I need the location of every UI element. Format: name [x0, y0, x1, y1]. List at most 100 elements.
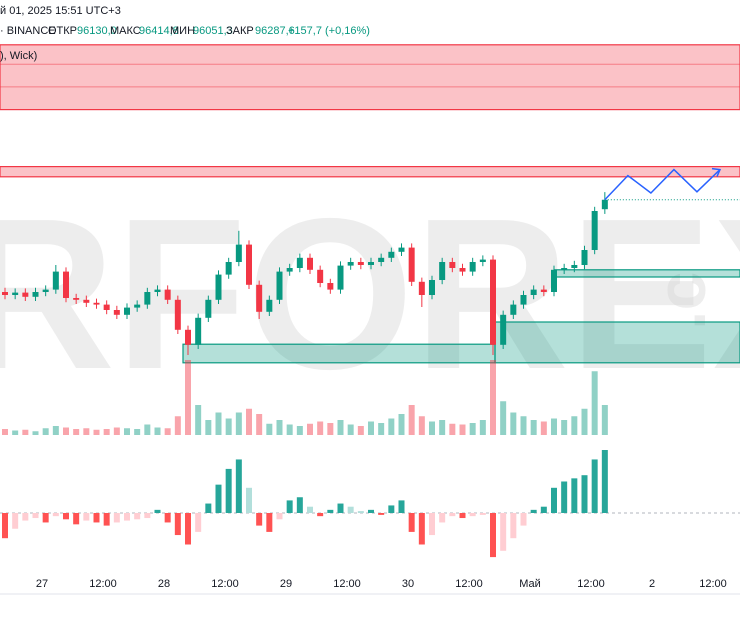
open-value: 96130,0 [77, 25, 117, 37]
volume-bar [347, 424, 354, 435]
candle-body [561, 268, 568, 270]
close-label: ЗАКР [226, 25, 254, 37]
histogram-bar [225, 468, 232, 513]
volume-bar [429, 421, 435, 435]
volume-bar [276, 420, 283, 435]
candle-body [134, 304, 141, 308]
volume-bar [581, 408, 588, 435]
volume-bar [2, 429, 8, 435]
volume-bar [103, 429, 110, 435]
candle-body [307, 257, 313, 270]
zone [0, 44, 740, 111]
projection-line [604, 168, 721, 201]
volume-bar [174, 416, 181, 435]
volume-bar [225, 418, 232, 435]
candle-body [347, 262, 354, 266]
histogram-bar [2, 513, 8, 539]
volume-bar [42, 428, 49, 435]
histogram-bar [398, 500, 405, 513]
candle-body [520, 295, 527, 305]
candle-body [490, 259, 496, 345]
low-label: МИН [170, 25, 195, 37]
histogram-bar [246, 487, 252, 513]
volume-bar [73, 429, 80, 435]
candle-body [398, 247, 405, 252]
volume-bar [368, 421, 374, 435]
x-tick-label: 12:00 [211, 578, 239, 590]
histogram-bar [205, 503, 212, 513]
candle-body [500, 314, 507, 345]
histogram-bar [235, 459, 242, 513]
volume-bar [418, 416, 425, 435]
volume-bar [205, 420, 212, 435]
header: й 01, 2025 15:51 UTC+3 · BINANCE ОТКР 96… [0, 5, 370, 37]
histogram-bar [337, 503, 344, 513]
histogram-bar [388, 505, 395, 513]
candle-body [52, 271, 59, 290]
histogram-bar [307, 506, 313, 513]
zone [182, 343, 496, 364]
volume-bar [388, 418, 395, 435]
high-label: МАКС [110, 25, 141, 37]
histogram-bar [510, 513, 517, 539]
volume-bar [235, 412, 242, 435]
candle-body [296, 257, 303, 268]
volume-bar [540, 421, 547, 435]
volume-bar [256, 414, 263, 435]
histogram-bar [551, 487, 557, 513]
volume-bar [83, 428, 90, 435]
candle-body [256, 284, 263, 312]
watermark-text: RFOREX [0, 173, 740, 414]
volume-bar [215, 412, 222, 435]
volume-bar [12, 430, 19, 435]
candle-body [266, 299, 273, 312]
histogram-bar [266, 513, 273, 532]
volume-bar [266, 423, 273, 435]
histogram-bar [317, 513, 324, 517]
histogram-bar [469, 513, 476, 517]
histogram-bar [490, 513, 496, 558]
candle-body [144, 292, 151, 305]
candle-body [195, 317, 202, 345]
candle-body [601, 199, 608, 210]
x-tick-label: 30 [402, 578, 414, 590]
x-tick-label: 12:00 [333, 578, 361, 590]
candle-body [530, 289, 537, 295]
volume-bar [154, 427, 161, 435]
histogram-bar [185, 513, 191, 545]
histogram-bar [500, 513, 507, 551]
candle-body [439, 262, 446, 280]
x-tick-label: 29 [280, 578, 292, 590]
candle-body [571, 265, 578, 268]
histogram-bar [439, 513, 446, 523]
candle-body [368, 262, 374, 265]
candle-body [276, 271, 283, 300]
histogram-bar [449, 513, 456, 517]
x-tick-label: 28 [158, 578, 170, 590]
volume-bar [469, 423, 476, 435]
histogram-bar [591, 459, 598, 513]
candle-body [459, 268, 466, 272]
candle-body [551, 269, 557, 292]
volume-bar [561, 420, 568, 435]
volume-bar [246, 408, 252, 435]
candle-body [286, 268, 293, 272]
projection-arrow [711, 167, 722, 177]
histogram-bar [256, 513, 263, 526]
datetime: й 01, 2025 15:51 UTC+3 [0, 5, 121, 17]
histogram-bar [540, 506, 547, 513]
volume-bar [337, 420, 344, 435]
candle-body [93, 302, 100, 305]
candle-body [357, 262, 364, 265]
volume-bar [22, 429, 29, 435]
open-label: ОТКР [48, 25, 77, 37]
histogram-bar [520, 513, 527, 526]
volume-bar [63, 427, 69, 435]
volume-bar [32, 431, 39, 435]
volume-bar [195, 405, 202, 435]
change: +157,7 (+0,16%) [288, 25, 370, 37]
histogram-bar [459, 513, 466, 519]
histogram-bar [418, 513, 425, 545]
volume-bar [296, 426, 303, 435]
